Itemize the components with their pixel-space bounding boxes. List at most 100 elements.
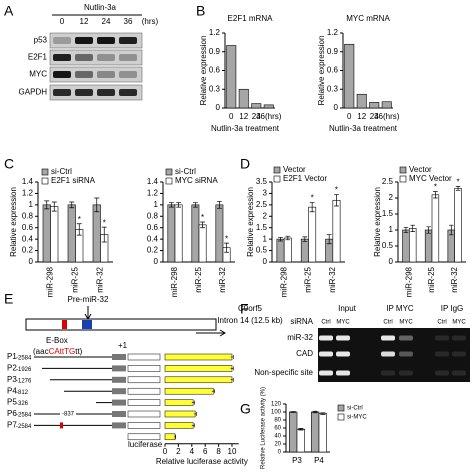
reporter-box xyxy=(127,410,161,418)
construct-label: P6 xyxy=(7,409,17,418)
bar xyxy=(308,206,317,263)
gene-arrow xyxy=(196,329,226,337)
promoter-box xyxy=(112,365,126,372)
bar xyxy=(238,88,249,109)
gene-label: C9orf5 xyxy=(238,304,263,313)
construct-label: P2 xyxy=(7,364,17,373)
y-axis-label: Relative expression xyxy=(373,187,382,257)
construct-label: P7 xyxy=(7,421,17,430)
x-tick-label: miR-298 xyxy=(46,266,55,297)
error-bar xyxy=(51,201,57,212)
error-bar xyxy=(426,226,431,234)
bar xyxy=(288,411,298,453)
intron-box xyxy=(25,318,217,331)
bar xyxy=(276,238,285,263)
y-tick-label: 2 xyxy=(389,193,394,202)
x-tick-label: miR-32 xyxy=(218,266,227,292)
x-tick-label: P4 xyxy=(314,456,324,465)
error-bar xyxy=(410,224,415,232)
construct-label: luciferase xyxy=(128,440,163,449)
legend-swatch xyxy=(273,166,281,174)
construct-start: -326 xyxy=(16,401,29,407)
y-tick-label: 2.5 xyxy=(256,200,268,209)
error-bar xyxy=(230,366,234,371)
y-tick-label: 100 xyxy=(271,410,282,416)
band xyxy=(53,89,71,96)
lane-label: 36 xyxy=(124,17,133,26)
x-tick-label: miR-298 xyxy=(170,266,179,297)
precursor-arrow xyxy=(84,306,92,320)
x-tick-label: 12 xyxy=(357,112,366,121)
band xyxy=(435,335,449,341)
reporter-box xyxy=(127,433,161,441)
intron-label: Intron 14 (12.5 kb) xyxy=(217,316,283,325)
promoter-box xyxy=(112,376,126,383)
error-bar xyxy=(224,242,229,253)
blot-strip xyxy=(49,84,143,101)
y-tick-label: 1.2 xyxy=(22,189,34,198)
x-tick-label: miR-25 xyxy=(71,266,80,292)
lane-label: MYC xyxy=(336,320,350,326)
x-axis-label: Relative luciferase activity xyxy=(156,457,248,466)
panel-label: A xyxy=(4,3,14,19)
legend-swatch xyxy=(337,413,345,421)
y-tick-label: 1.4 xyxy=(22,177,34,186)
row-label: Non-specific site xyxy=(254,368,313,377)
bar xyxy=(164,422,194,429)
construct-label: P4 xyxy=(7,386,17,395)
error-bar xyxy=(76,223,82,236)
reporter-box xyxy=(127,387,161,395)
y-tick-label: 1.2 xyxy=(327,28,339,37)
construct-start: -2584 xyxy=(16,424,32,430)
x-tick-label: miR-25 xyxy=(427,266,436,292)
x-tick-label: 36(hrs) xyxy=(256,112,282,121)
legend-swatch xyxy=(399,166,407,174)
promoter-box xyxy=(112,422,126,429)
band xyxy=(336,370,350,376)
legend-label: E2F1 siRNA xyxy=(51,176,96,185)
lane-label: MYC xyxy=(399,320,413,326)
y-tick-label: 0.8 xyxy=(147,211,159,220)
x-tick-label: 24 xyxy=(370,112,379,121)
x-tick-label: 0 xyxy=(347,112,352,121)
band xyxy=(452,370,466,376)
error-bar xyxy=(193,412,197,416)
bar xyxy=(251,103,262,109)
band xyxy=(435,370,449,376)
reporter-box xyxy=(127,365,161,372)
gel-header: Input xyxy=(338,304,357,313)
construct-start: -1926 xyxy=(16,367,32,373)
panel-label: G xyxy=(240,401,251,417)
y-tick-label: 20 xyxy=(274,442,281,448)
band xyxy=(119,89,137,96)
bar xyxy=(191,204,200,263)
gel-header: IP IgG xyxy=(441,304,464,313)
bar xyxy=(164,399,194,406)
y-tick-label: 0 xyxy=(389,257,394,266)
y-tick-label: 0 xyxy=(278,450,282,456)
lane-label: 0 xyxy=(60,17,65,26)
y-tick-label: 0.3 xyxy=(209,84,221,93)
band xyxy=(75,71,93,78)
error-bar xyxy=(278,236,283,242)
bar xyxy=(344,43,355,109)
bar xyxy=(402,229,410,263)
error-bar xyxy=(326,234,332,245)
error-bar xyxy=(449,224,454,236)
motif-part: (aac xyxy=(33,347,49,356)
significance-marker: * xyxy=(335,186,338,195)
band xyxy=(399,351,413,357)
band xyxy=(53,54,71,61)
error-bar xyxy=(230,355,234,359)
y-tick-label: 2.5 xyxy=(382,177,394,186)
bar xyxy=(283,237,292,263)
bar xyxy=(164,387,214,395)
construct-start: -1276 xyxy=(16,378,32,384)
error-bar xyxy=(176,202,181,208)
reporter-box xyxy=(127,353,161,361)
band xyxy=(97,54,115,61)
y-tick-label: 0 xyxy=(29,257,34,266)
y-tick-label: 0 xyxy=(263,257,268,266)
construct-start: -2584 xyxy=(16,356,32,362)
